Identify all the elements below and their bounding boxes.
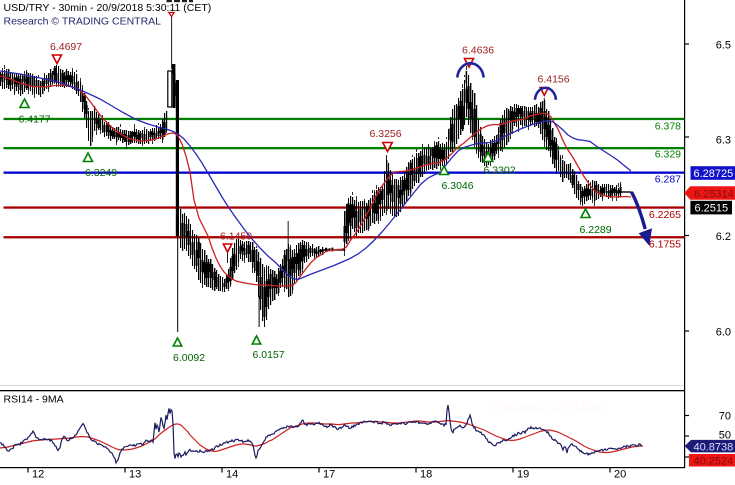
svg-text:6.4156: 6.4156 [538,74,570,86]
svg-text:18: 18 [420,469,432,481]
svg-text:70: 70 [719,411,731,423]
svg-text:6.378: 6.378 [655,121,681,133]
svg-text:6.1450: 6.1450 [220,231,252,243]
svg-text:20: 20 [614,469,626,481]
svg-text:USD/TRY - 30min - 20/9/2018 5:: USD/TRY - 30min - 20/9/2018 5:30:11 (CET… [4,2,212,14]
svg-text:6.25314: 6.25314 [694,188,734,200]
svg-text:6.3046: 6.3046 [442,180,474,192]
svg-text:6.329: 6.329 [655,149,681,161]
svg-text:50: 50 [719,430,731,442]
svg-text:RSI14 - 9MA: RSI14 - 9MA [4,393,64,405]
svg-text:13: 13 [129,469,141,481]
svg-text:6.28725: 6.28725 [694,168,734,180]
svg-text:6.2515: 6.2515 [695,203,729,215]
svg-text:6.2: 6.2 [716,231,731,243]
svg-text:6.0157: 6.0157 [253,349,285,361]
svg-text:6.4636: 6.4636 [462,45,494,57]
svg-text:TRADING CENTRAL: TRADING CENTRAL [490,400,605,414]
svg-text:Research © TRADING CENTRAL: Research © TRADING CENTRAL [4,16,162,28]
svg-text:6.5: 6.5 [716,40,731,52]
svg-text:17: 17 [323,469,335,481]
svg-text:6.1755: 6.1755 [649,239,681,251]
svg-text:6.287: 6.287 [655,174,681,186]
svg-text:40.2524: 40.2524 [694,455,734,467]
svg-text:6.2289: 6.2289 [580,224,612,236]
svg-text:6.3302: 6.3302 [484,165,516,177]
svg-text:12: 12 [32,469,44,481]
svg-text:19: 19 [517,469,529,481]
svg-text:40.8738: 40.8738 [694,442,734,454]
svg-text:6.4697: 6.4697 [50,41,82,53]
svg-text:6.3: 6.3 [716,135,731,147]
svg-text:14: 14 [226,469,238,481]
svg-text:6.3249: 6.3249 [85,167,117,179]
svg-text:6.2265: 6.2265 [649,209,681,221]
svg-text:6.4177: 6.4177 [19,114,51,126]
svg-text:6.3256: 6.3256 [370,128,402,140]
svg-text:6.0092: 6.0092 [173,352,205,364]
svg-text:6.0: 6.0 [716,327,731,339]
